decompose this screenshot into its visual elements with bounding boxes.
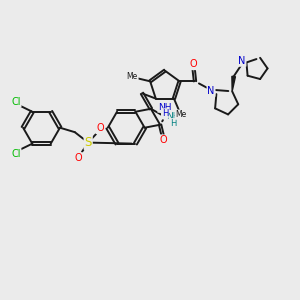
Text: N: N (238, 56, 246, 66)
Text: N: N (207, 86, 215, 96)
Text: O: O (190, 59, 197, 69)
Text: O: O (75, 153, 82, 163)
Text: O: O (159, 135, 167, 145)
Text: Cl: Cl (11, 97, 21, 106)
Text: S: S (85, 136, 92, 149)
Polygon shape (232, 76, 236, 91)
Text: H: H (170, 119, 176, 128)
Text: NH: NH (158, 103, 172, 112)
Text: Me: Me (175, 110, 186, 119)
Text: Cl: Cl (11, 149, 21, 159)
Text: NH: NH (166, 112, 179, 121)
Text: Me: Me (127, 72, 138, 81)
Text: H: H (162, 109, 168, 118)
Text: O: O (96, 123, 104, 133)
